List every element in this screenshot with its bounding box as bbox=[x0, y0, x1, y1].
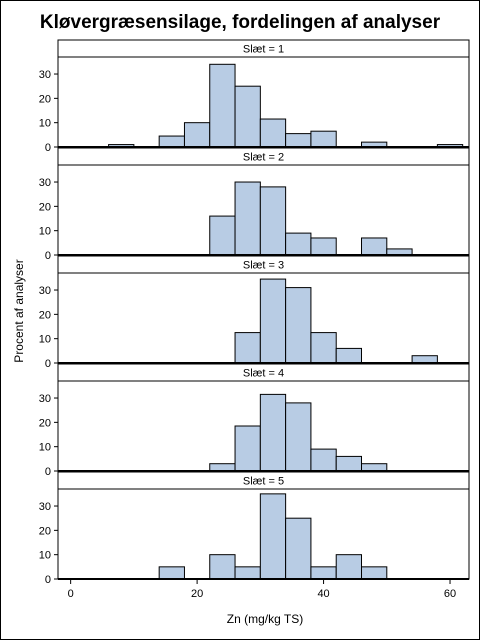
histogram-bar bbox=[234, 181, 261, 256]
y-tick-label: 10 bbox=[39, 118, 51, 130]
x-tick-label: 0 bbox=[68, 588, 74, 600]
y-tick-label: 30 bbox=[39, 69, 51, 81]
histogram-bar bbox=[259, 186, 287, 256]
histogram-bar bbox=[335, 554, 363, 580]
strip-label: Slæt = 5 bbox=[243, 476, 284, 488]
y-axis-title: Procent af analyser bbox=[12, 259, 26, 362]
strip-label: Slæt = 1 bbox=[243, 44, 284, 56]
histogram-bar bbox=[310, 130, 337, 148]
strip-label: Slæt = 2 bbox=[243, 152, 284, 164]
histogram-bar bbox=[209, 215, 236, 256]
y-tick-label: 30 bbox=[39, 501, 51, 513]
histogram-bar bbox=[310, 566, 337, 580]
y-tick-label: 30 bbox=[39, 177, 51, 189]
histogram-bar bbox=[158, 566, 185, 580]
panel-2: Slæt = 2 0 10 20 30 bbox=[39, 147, 470, 262]
histogram-bar bbox=[234, 332, 261, 364]
y-tick-label: 0 bbox=[45, 142, 51, 154]
histogram-bar bbox=[285, 402, 312, 472]
histogram-bar bbox=[310, 332, 337, 364]
strip-label: Slæt = 4 bbox=[243, 368, 284, 380]
x-axis: 0 20 40 60 bbox=[68, 579, 456, 600]
y-tick-label: 10 bbox=[39, 226, 51, 238]
panel-5: Slæt = 5 0 10 20 30 bbox=[39, 471, 470, 586]
histogram-bar bbox=[285, 133, 312, 148]
y-tick-label: 0 bbox=[45, 250, 51, 262]
x-tick-label: 20 bbox=[191, 588, 203, 600]
histogram-bar bbox=[361, 237, 388, 256]
histogram-bar bbox=[259, 493, 287, 580]
y-tick-label: 20 bbox=[39, 417, 51, 429]
y-tick-label: 20 bbox=[39, 525, 51, 537]
y-tick-label: 0 bbox=[45, 358, 51, 370]
panel-3: Slæt = 3 0 10 20 30 bbox=[39, 255, 470, 370]
strip-label: Slæt = 3 bbox=[243, 260, 284, 272]
histogram-bar bbox=[335, 455, 363, 472]
histogram-bar bbox=[310, 448, 337, 472]
chart-title: Kløvergræsensilage, fordelingen af analy… bbox=[40, 12, 441, 33]
histogram-bar bbox=[209, 463, 236, 472]
histogram-bar bbox=[285, 232, 312, 256]
y-tick-label: 30 bbox=[39, 393, 51, 405]
panel-4: Slæt = 4 0 10 20 30 bbox=[39, 363, 470, 478]
histogram-bar bbox=[411, 355, 438, 364]
y-tick-label: 20 bbox=[39, 93, 51, 105]
x-tick-label: 40 bbox=[317, 588, 329, 600]
y-tick-label: 0 bbox=[45, 574, 51, 586]
histogram-bar bbox=[361, 463, 388, 472]
histogram-bar bbox=[209, 554, 236, 580]
x-tick-label: 60 bbox=[444, 588, 456, 600]
histogram-bar bbox=[234, 425, 261, 472]
histogram-bar bbox=[285, 287, 312, 364]
histogram-bar bbox=[285, 517, 312, 580]
histogram-bar bbox=[183, 122, 211, 148]
y-tick-label: 10 bbox=[39, 334, 51, 346]
y-tick-label: 10 bbox=[39, 442, 51, 454]
histogram-bar bbox=[234, 85, 261, 148]
y-tick-label: 20 bbox=[39, 201, 51, 213]
histogram-bar bbox=[335, 347, 363, 364]
histogram-bar bbox=[310, 237, 337, 256]
x-axis-title: Zn (mg/kg TS) bbox=[227, 612, 303, 626]
histogram-bar bbox=[259, 278, 287, 364]
y-tick-label: 0 bbox=[45, 466, 51, 478]
histogram-bar bbox=[259, 118, 287, 148]
y-tick-label: 30 bbox=[39, 285, 51, 297]
histogram-bar bbox=[361, 566, 388, 580]
histogram-bar bbox=[209, 63, 236, 148]
y-tick-label: 20 bbox=[39, 309, 51, 321]
histogram-bar bbox=[234, 566, 261, 580]
panels-group: Slæt = 1 0 10 20 30 Slæt = 2 0 10 20 30 Slæt = 3 0 1… bbox=[39, 39, 470, 586]
y-tick-label: 10 bbox=[39, 550, 51, 562]
histogram-bar bbox=[259, 393, 287, 472]
panel-1: Slæt = 1 0 10 20 30 bbox=[39, 39, 470, 154]
histogram-bar bbox=[158, 135, 185, 148]
